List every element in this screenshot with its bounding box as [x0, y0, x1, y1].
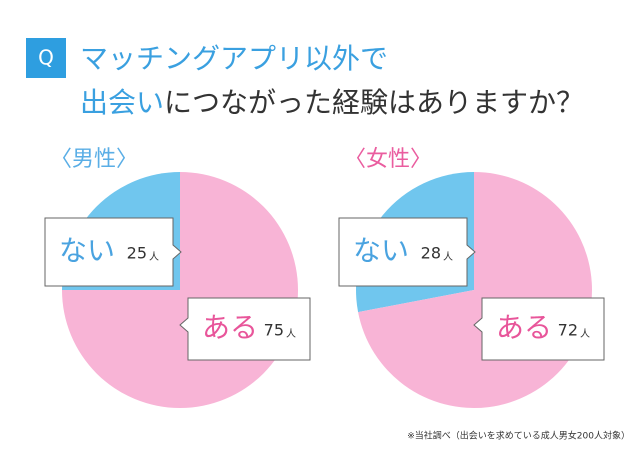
category-label: ある: [496, 311, 552, 344]
callout-box: [179, 297, 311, 361]
unit-label: 人: [580, 328, 590, 340]
callout-box: [44, 217, 182, 287]
category-label: ない: [59, 234, 115, 267]
unit-label: 人: [443, 251, 453, 263]
q-badge: [26, 38, 66, 78]
callout-box: [473, 297, 605, 361]
value-label: 72: [558, 321, 578, 340]
title-line2: 出会いにつながった経験はありますか？: [80, 86, 584, 119]
category-label: ある: [202, 311, 258, 344]
value-label: 28: [421, 244, 441, 263]
q-badge-text: Q: [38, 46, 54, 70]
title-line1: マッチングアプリ以外で: [80, 42, 388, 75]
category-label: ない: [353, 234, 409, 267]
title-highlight: 出会い: [80, 86, 164, 119]
unit-label: 人: [149, 251, 159, 263]
pie-title: 〈女性〉: [344, 147, 432, 172]
pie-title: 〈男性〉: [50, 147, 138, 172]
unit-label: 人: [286, 328, 296, 340]
callout-box: [338, 217, 476, 287]
value-label: 75: [264, 321, 284, 340]
value-label: 25: [127, 244, 147, 263]
footnote: ※当社調べ（出会いを求めている成人男女200人対象）: [407, 430, 630, 442]
title-rest: につながった経験はありますか？: [164, 86, 584, 119]
